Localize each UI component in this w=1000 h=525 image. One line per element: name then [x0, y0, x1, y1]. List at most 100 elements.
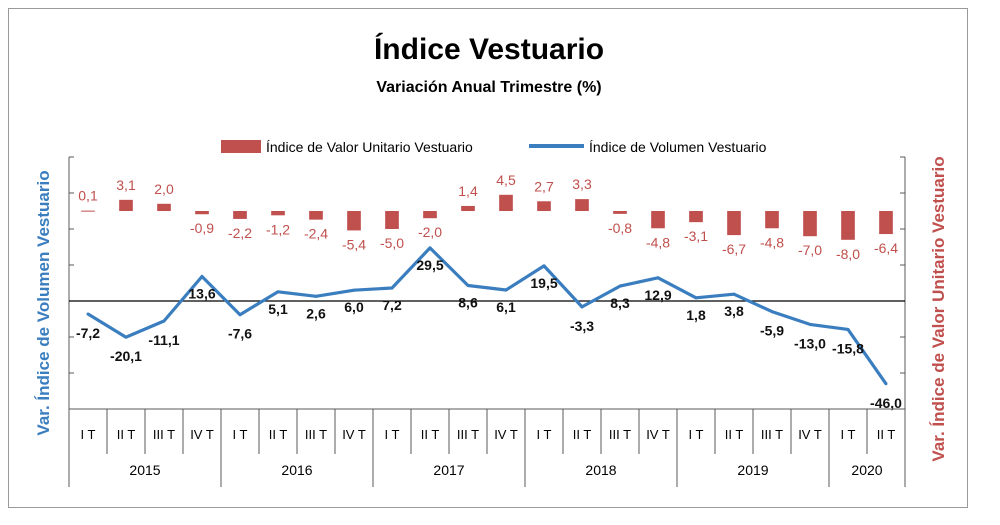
bar-valor-unitario: [803, 211, 817, 237]
bar-data-label: -6,7: [722, 241, 746, 257]
bar-series: [81, 194, 893, 240]
line-point-volumen: [732, 292, 736, 296]
x-axis-tick-label: III T: [761, 427, 783, 442]
line-point-volumen: [618, 284, 622, 288]
line-point-volumen: [580, 305, 584, 309]
bar-valor-unitario: [537, 201, 551, 211]
line-data-label: 29,5: [416, 257, 443, 273]
x-axis-year-label: 2018: [585, 462, 616, 478]
x-axis-tick-label: IV T: [342, 427, 366, 442]
bar-valor-unitario: [119, 199, 133, 211]
bar-valor-unitario: [347, 211, 361, 231]
x-axis-tick-label: I T: [385, 427, 400, 442]
bar-valor-unitario: [651, 211, 665, 229]
bar-data-labels: 0,1 3,1 2,0 -0,9 -2,2 -1,2 -2,4 -5,4 -5,0 -2,0 1,4…: [78, 172, 898, 262]
x-axis-tick-label: II T: [725, 427, 744, 442]
bar-valor-unitario: [575, 199, 589, 211]
bar-data-label: -3,1: [684, 228, 708, 244]
bar-valor-unitario: [195, 211, 209, 215]
bar-data-label: -2,2: [228, 225, 252, 241]
x-axis-tick-label: I T: [81, 427, 96, 442]
chart-subtitle: Variación Anual Trimestre (%): [376, 79, 601, 96]
bar-valor-unitario: [461, 205, 475, 211]
x-axis-tick-label: IV T: [494, 427, 518, 442]
line-data-label: 6,1: [496, 299, 516, 315]
line-data-label: 1,8: [686, 307, 706, 323]
bar-data-label: 2,7: [534, 178, 554, 194]
x-axis-tick-label: IV T: [646, 427, 670, 442]
line-data-label: 3,8: [724, 303, 744, 319]
line-point-volumen: [314, 294, 318, 298]
line-point-volumen: [124, 335, 128, 339]
bar-data-label: -2,4: [304, 226, 328, 242]
line-point-volumen: [846, 327, 850, 331]
bar-data-label: 2,0: [154, 181, 174, 197]
chart-frame: Índice Vestuario Variación Anual Trimest…: [8, 8, 968, 508]
x-axis-year-label: 2015: [129, 462, 160, 478]
line-data-label: 19,5: [530, 275, 557, 291]
bar-data-label: 4,5: [496, 172, 516, 188]
line-point-volumen: [808, 322, 812, 326]
legend-bar-swatch: [221, 140, 261, 153]
line-data-label: -5,9: [760, 323, 784, 339]
bar-valor-unitario: [309, 211, 323, 220]
x-axis: I T II T III T IV T I T II T III T IV T I T II T I…: [68, 408, 906, 487]
x-axis-tick-label: II T: [877, 427, 896, 442]
bar-data-label: -4,8: [760, 234, 784, 250]
x-axis-tick-label: I T: [537, 427, 552, 442]
bar-data-label: 3,1: [116, 177, 136, 193]
bar-data-label: 1,4: [458, 183, 478, 199]
bar-valor-unitario: [613, 211, 627, 214]
y-axis-right-title: Var. Índice de Valor Unitario Vestuario: [929, 156, 948, 461]
bar-valor-unitario: [727, 211, 741, 236]
x-axis-tick-label: III T: [609, 427, 631, 442]
bar-valor-unitario: [499, 194, 513, 211]
x-axis-year-label: 2020: [851, 462, 882, 478]
x-axis-tick-label: II T: [269, 427, 288, 442]
line-point-volumen: [86, 312, 90, 316]
bar-valor-unitario: [765, 211, 779, 229]
bar-valor-unitario: [81, 210, 95, 212]
line-point-volumen: [770, 310, 774, 314]
line-data-label: 5,1: [268, 301, 288, 317]
x-axis-tick-label: II T: [117, 427, 136, 442]
chart: Índice Vestuario Variación Anual Trimest…: [34, 32, 948, 487]
axes: [68, 156, 906, 410]
line-data-label: -13,0: [794, 335, 826, 351]
line-volumen: [87, 246, 888, 385]
line-point-volumen: [656, 276, 660, 280]
line-data-label: 8,6: [458, 295, 478, 311]
line-series: [86, 246, 888, 386]
chart-title: Índice Vestuario: [374, 32, 604, 66]
legend-line-label: Índice de Volumen Vestuario: [589, 139, 767, 155]
x-axis-tick-label: III T: [457, 427, 479, 442]
line-point-volumen: [428, 246, 432, 250]
line-point-volumen: [694, 296, 698, 300]
bar-data-label: -6,4: [874, 240, 898, 256]
line-data-label: 6,0: [344, 299, 364, 315]
x-axis-tick-label: III T: [153, 427, 175, 442]
x-axis-tick-label: I T: [841, 427, 856, 442]
x-axis-tick-label: IV T: [190, 427, 214, 442]
bar-valor-unitario: [841, 211, 855, 240]
bar-valor-unitario: [879, 211, 893, 235]
bar-data-label: 3,3: [572, 176, 592, 192]
bar-data-label: -8,0: [836, 246, 860, 262]
x-axis-tick-label: II T: [573, 427, 592, 442]
line-data-label: -7,2: [76, 325, 100, 341]
line-data-label: 2,6: [306, 305, 326, 321]
line-data-label: -11,1: [148, 332, 179, 348]
x-axis-year-label: 2016: [281, 462, 312, 478]
line-point-volumen: [162, 319, 166, 323]
bar-data-label: -4,8: [646, 234, 670, 250]
bar-data-label: -2,0: [418, 224, 442, 240]
line-point-volumen: [352, 288, 356, 292]
line-point-volumen: [238, 313, 242, 317]
y-axis-left-title: Var. Índice de Volumen Vestuario: [34, 170, 53, 435]
line-point-volumen: [390, 286, 394, 290]
line-data-label: 12,9: [644, 287, 671, 303]
line-data-label: -20,1: [110, 348, 142, 364]
legend-bar-label: Índice de Valor Unitario Vestuario: [266, 139, 473, 155]
line-point-volumen: [884, 382, 888, 386]
legend: Índice de Valor Unitario Vestuario Índic…: [221, 139, 767, 155]
